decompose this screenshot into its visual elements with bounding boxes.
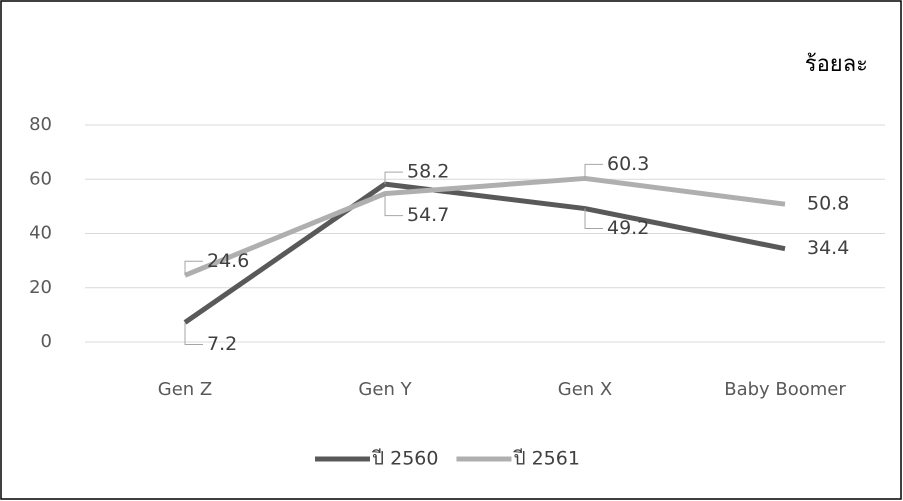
line-series <box>184 175 786 278</box>
data-label: 7.2 <box>207 333 237 355</box>
data-label: 49.2 <box>607 217 649 239</box>
x-tick-label: Gen X <box>558 379 612 400</box>
unit-annotation: ร้อยละ <box>805 52 868 77</box>
leader-line <box>384 193 403 217</box>
leader-line <box>184 260 203 276</box>
x-tick-label: Baby Boomer <box>724 379 846 400</box>
leader-line <box>184 322 203 345</box>
line-series <box>183 181 786 325</box>
legend-label: ปี 2560 <box>371 448 438 470</box>
y-tick-label: 20 <box>29 277 52 298</box>
y-tick-label: 40 <box>29 223 52 244</box>
y-tick-label: 80 <box>29 114 52 135</box>
data-label: 34.4 <box>807 237 849 259</box>
y-tick-label: 0 <box>41 331 52 352</box>
data-label: 54.7 <box>407 204 449 226</box>
leader-line <box>584 208 603 230</box>
x-tick-label: Gen Y <box>358 379 412 400</box>
x-tick-label: Gen Z <box>158 379 212 400</box>
leader-line <box>584 163 603 179</box>
data-label: 50.8 <box>807 193 849 215</box>
leader-line <box>384 171 403 185</box>
data-label: 60.3 <box>607 153 649 175</box>
data-label: 58.2 <box>407 161 449 183</box>
legend-label: ปี 2561 <box>513 448 580 470</box>
y-tick-label: 60 <box>29 168 52 189</box>
data-label: 24.6 <box>207 250 249 272</box>
